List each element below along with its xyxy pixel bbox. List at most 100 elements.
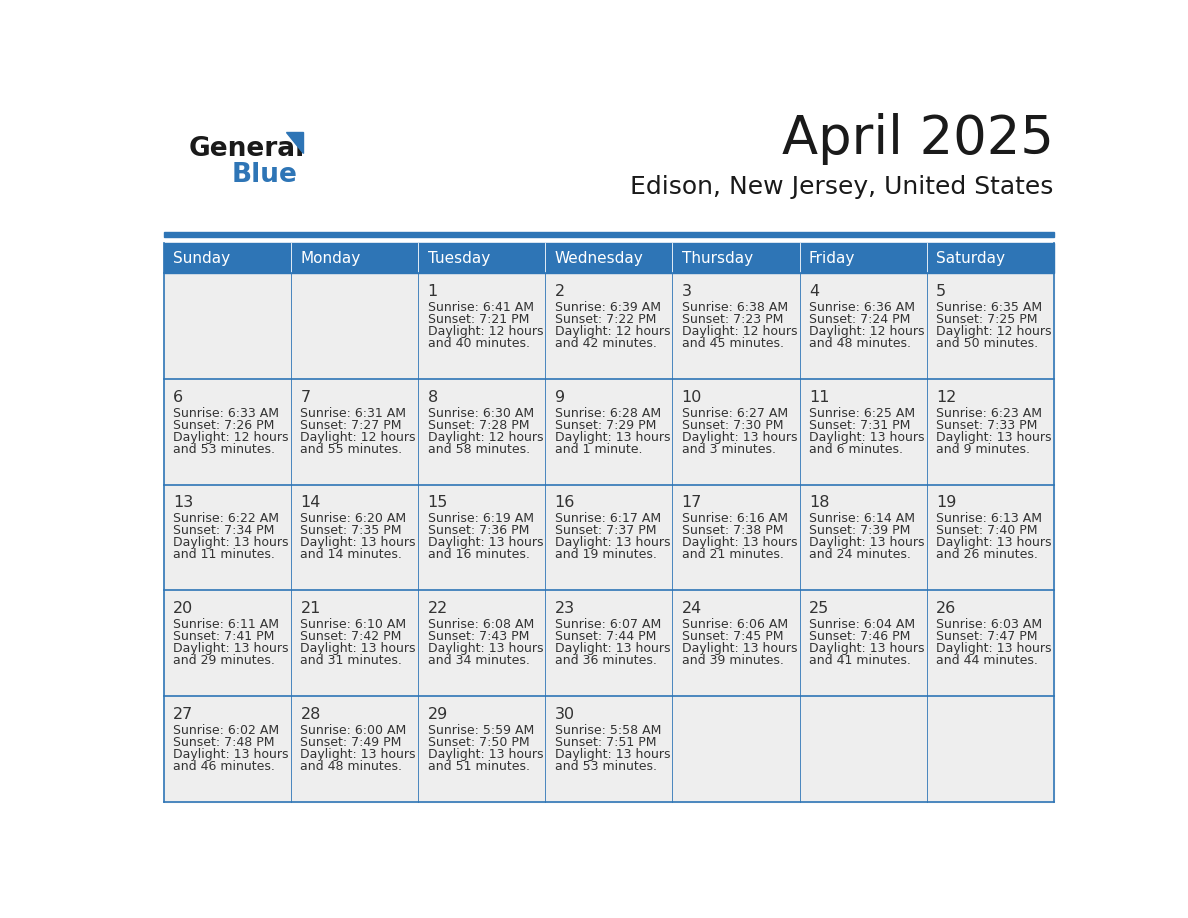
Text: Sunset: 7:41 PM: Sunset: 7:41 PM	[173, 630, 274, 643]
Text: Daylight: 13 hours: Daylight: 13 hours	[682, 642, 797, 655]
Text: and 44 minutes.: and 44 minutes.	[936, 654, 1038, 666]
Text: Sunset: 7:24 PM: Sunset: 7:24 PM	[809, 313, 910, 326]
Text: 29: 29	[428, 707, 448, 722]
Text: and 19 minutes.: and 19 minutes.	[555, 548, 657, 561]
Text: 3: 3	[682, 285, 691, 299]
Text: and 46 minutes.: and 46 minutes.	[173, 759, 276, 773]
Text: Daylight: 13 hours: Daylight: 13 hours	[809, 536, 924, 549]
Text: Daylight: 13 hours: Daylight: 13 hours	[555, 642, 670, 655]
Text: Sunset: 7:26 PM: Sunset: 7:26 PM	[173, 419, 274, 431]
Text: Sunday: Sunday	[173, 251, 230, 265]
Text: Sunrise: 6:02 AM: Sunrise: 6:02 AM	[173, 723, 279, 737]
Text: Daylight: 13 hours: Daylight: 13 hours	[809, 431, 924, 443]
Text: 27: 27	[173, 707, 194, 722]
Text: Sunrise: 6:10 AM: Sunrise: 6:10 AM	[301, 618, 406, 631]
Text: Sunrise: 6:14 AM: Sunrise: 6:14 AM	[809, 512, 915, 525]
Text: Daylight: 12 hours: Daylight: 12 hours	[428, 431, 543, 443]
Text: Daylight: 13 hours: Daylight: 13 hours	[555, 536, 670, 549]
Text: Sunrise: 6:07 AM: Sunrise: 6:07 AM	[555, 618, 661, 631]
Text: Daylight: 13 hours: Daylight: 13 hours	[301, 642, 416, 655]
Text: Sunset: 7:25 PM: Sunset: 7:25 PM	[936, 313, 1037, 326]
Text: and 53 minutes.: and 53 minutes.	[173, 442, 276, 455]
Text: and 11 minutes.: and 11 minutes.	[173, 548, 276, 561]
Bar	[164, 696, 1054, 801]
Text: 18: 18	[809, 496, 829, 510]
Text: General: General	[189, 136, 305, 162]
Text: Sunset: 7:39 PM: Sunset: 7:39 PM	[809, 524, 910, 537]
Text: Sunset: 7:46 PM: Sunset: 7:46 PM	[809, 630, 910, 643]
Text: 20: 20	[173, 601, 194, 616]
Text: Sunset: 7:21 PM: Sunset: 7:21 PM	[428, 313, 529, 326]
Text: Daylight: 13 hours: Daylight: 13 hours	[301, 747, 416, 761]
Text: Sunset: 7:50 PM: Sunset: 7:50 PM	[428, 735, 529, 749]
Text: Sunrise: 6:35 AM: Sunrise: 6:35 AM	[936, 301, 1042, 314]
Text: Sunset: 7:43 PM: Sunset: 7:43 PM	[428, 630, 529, 643]
Text: Daylight: 12 hours: Daylight: 12 hours	[809, 325, 924, 338]
Text: Sunset: 7:31 PM: Sunset: 7:31 PM	[809, 419, 910, 431]
Text: Sunset: 7:22 PM: Sunset: 7:22 PM	[555, 313, 656, 326]
Text: and 58 minutes.: and 58 minutes.	[428, 442, 530, 455]
Text: Sunrise: 6:38 AM: Sunrise: 6:38 AM	[682, 301, 788, 314]
Text: and 6 minutes.: and 6 minutes.	[809, 442, 903, 455]
Text: Daylight: 13 hours: Daylight: 13 hours	[809, 642, 924, 655]
Text: and 21 minutes.: and 21 minutes.	[682, 548, 784, 561]
Text: Daylight: 12 hours: Daylight: 12 hours	[173, 431, 289, 443]
Text: 6: 6	[173, 390, 183, 405]
Text: and 39 minutes.: and 39 minutes.	[682, 654, 784, 666]
Text: 7: 7	[301, 390, 310, 405]
Text: Daylight: 13 hours: Daylight: 13 hours	[682, 536, 797, 549]
Text: Sunset: 7:27 PM: Sunset: 7:27 PM	[301, 419, 402, 431]
Text: Sunrise: 6:17 AM: Sunrise: 6:17 AM	[555, 512, 661, 525]
Text: Sunset: 7:40 PM: Sunset: 7:40 PM	[936, 524, 1037, 537]
Text: Daylight: 12 hours: Daylight: 12 hours	[428, 325, 543, 338]
Text: 12: 12	[936, 390, 956, 405]
Text: Daylight: 12 hours: Daylight: 12 hours	[301, 431, 416, 443]
Text: 30: 30	[555, 707, 575, 722]
Text: and 34 minutes.: and 34 minutes.	[428, 654, 530, 666]
Text: Daylight: 12 hours: Daylight: 12 hours	[682, 325, 797, 338]
Text: Blue: Blue	[232, 162, 297, 188]
Text: Sunrise: 6:00 AM: Sunrise: 6:00 AM	[301, 723, 406, 737]
Text: and 3 minutes.: and 3 minutes.	[682, 442, 776, 455]
Text: Daylight: 13 hours: Daylight: 13 hours	[428, 642, 543, 655]
Text: Daylight: 13 hours: Daylight: 13 hours	[682, 431, 797, 443]
Text: Sunrise: 6:33 AM: Sunrise: 6:33 AM	[173, 407, 279, 420]
Text: and 48 minutes.: and 48 minutes.	[809, 337, 911, 350]
Text: and 16 minutes.: and 16 minutes.	[428, 548, 530, 561]
Text: Sunrise: 6:25 AM: Sunrise: 6:25 AM	[809, 407, 915, 420]
Text: Saturday: Saturday	[936, 251, 1005, 265]
Text: 1: 1	[428, 285, 437, 299]
Text: Sunset: 7:38 PM: Sunset: 7:38 PM	[682, 524, 783, 537]
Text: and 42 minutes.: and 42 minutes.	[555, 337, 657, 350]
Text: Sunset: 7:23 PM: Sunset: 7:23 PM	[682, 313, 783, 326]
Text: 15: 15	[428, 496, 448, 510]
Text: and 53 minutes.: and 53 minutes.	[555, 759, 657, 773]
Text: Daylight: 13 hours: Daylight: 13 hours	[301, 536, 416, 549]
Text: April 2025: April 2025	[782, 114, 1054, 165]
Text: Monday: Monday	[301, 251, 361, 265]
Text: and 50 minutes.: and 50 minutes.	[936, 337, 1038, 350]
Text: Daylight: 13 hours: Daylight: 13 hours	[428, 747, 543, 761]
Text: Sunrise: 6:28 AM: Sunrise: 6:28 AM	[555, 407, 661, 420]
Bar	[164, 232, 1054, 237]
Text: 9: 9	[555, 390, 564, 405]
Bar	[164, 379, 1054, 485]
Bar	[164, 274, 1054, 379]
Text: Sunset: 7:42 PM: Sunset: 7:42 PM	[301, 630, 402, 643]
Text: and 14 minutes.: and 14 minutes.	[301, 548, 403, 561]
Polygon shape	[285, 131, 303, 152]
Text: Sunrise: 6:30 AM: Sunrise: 6:30 AM	[428, 407, 533, 420]
Text: 11: 11	[809, 390, 829, 405]
Text: Edison, New Jersey, United States: Edison, New Jersey, United States	[631, 175, 1054, 199]
Text: Tuesday: Tuesday	[428, 251, 489, 265]
Text: and 31 minutes.: and 31 minutes.	[301, 654, 403, 666]
Text: Daylight: 13 hours: Daylight: 13 hours	[428, 536, 543, 549]
Text: Daylight: 13 hours: Daylight: 13 hours	[173, 642, 289, 655]
Text: 10: 10	[682, 390, 702, 405]
Text: and 26 minutes.: and 26 minutes.	[936, 548, 1038, 561]
Text: 4: 4	[809, 285, 819, 299]
Text: Sunrise: 6:11 AM: Sunrise: 6:11 AM	[173, 618, 279, 631]
Text: and 40 minutes.: and 40 minutes.	[428, 337, 530, 350]
Bar	[164, 242, 1054, 274]
Text: Sunset: 7:51 PM: Sunset: 7:51 PM	[555, 735, 656, 749]
